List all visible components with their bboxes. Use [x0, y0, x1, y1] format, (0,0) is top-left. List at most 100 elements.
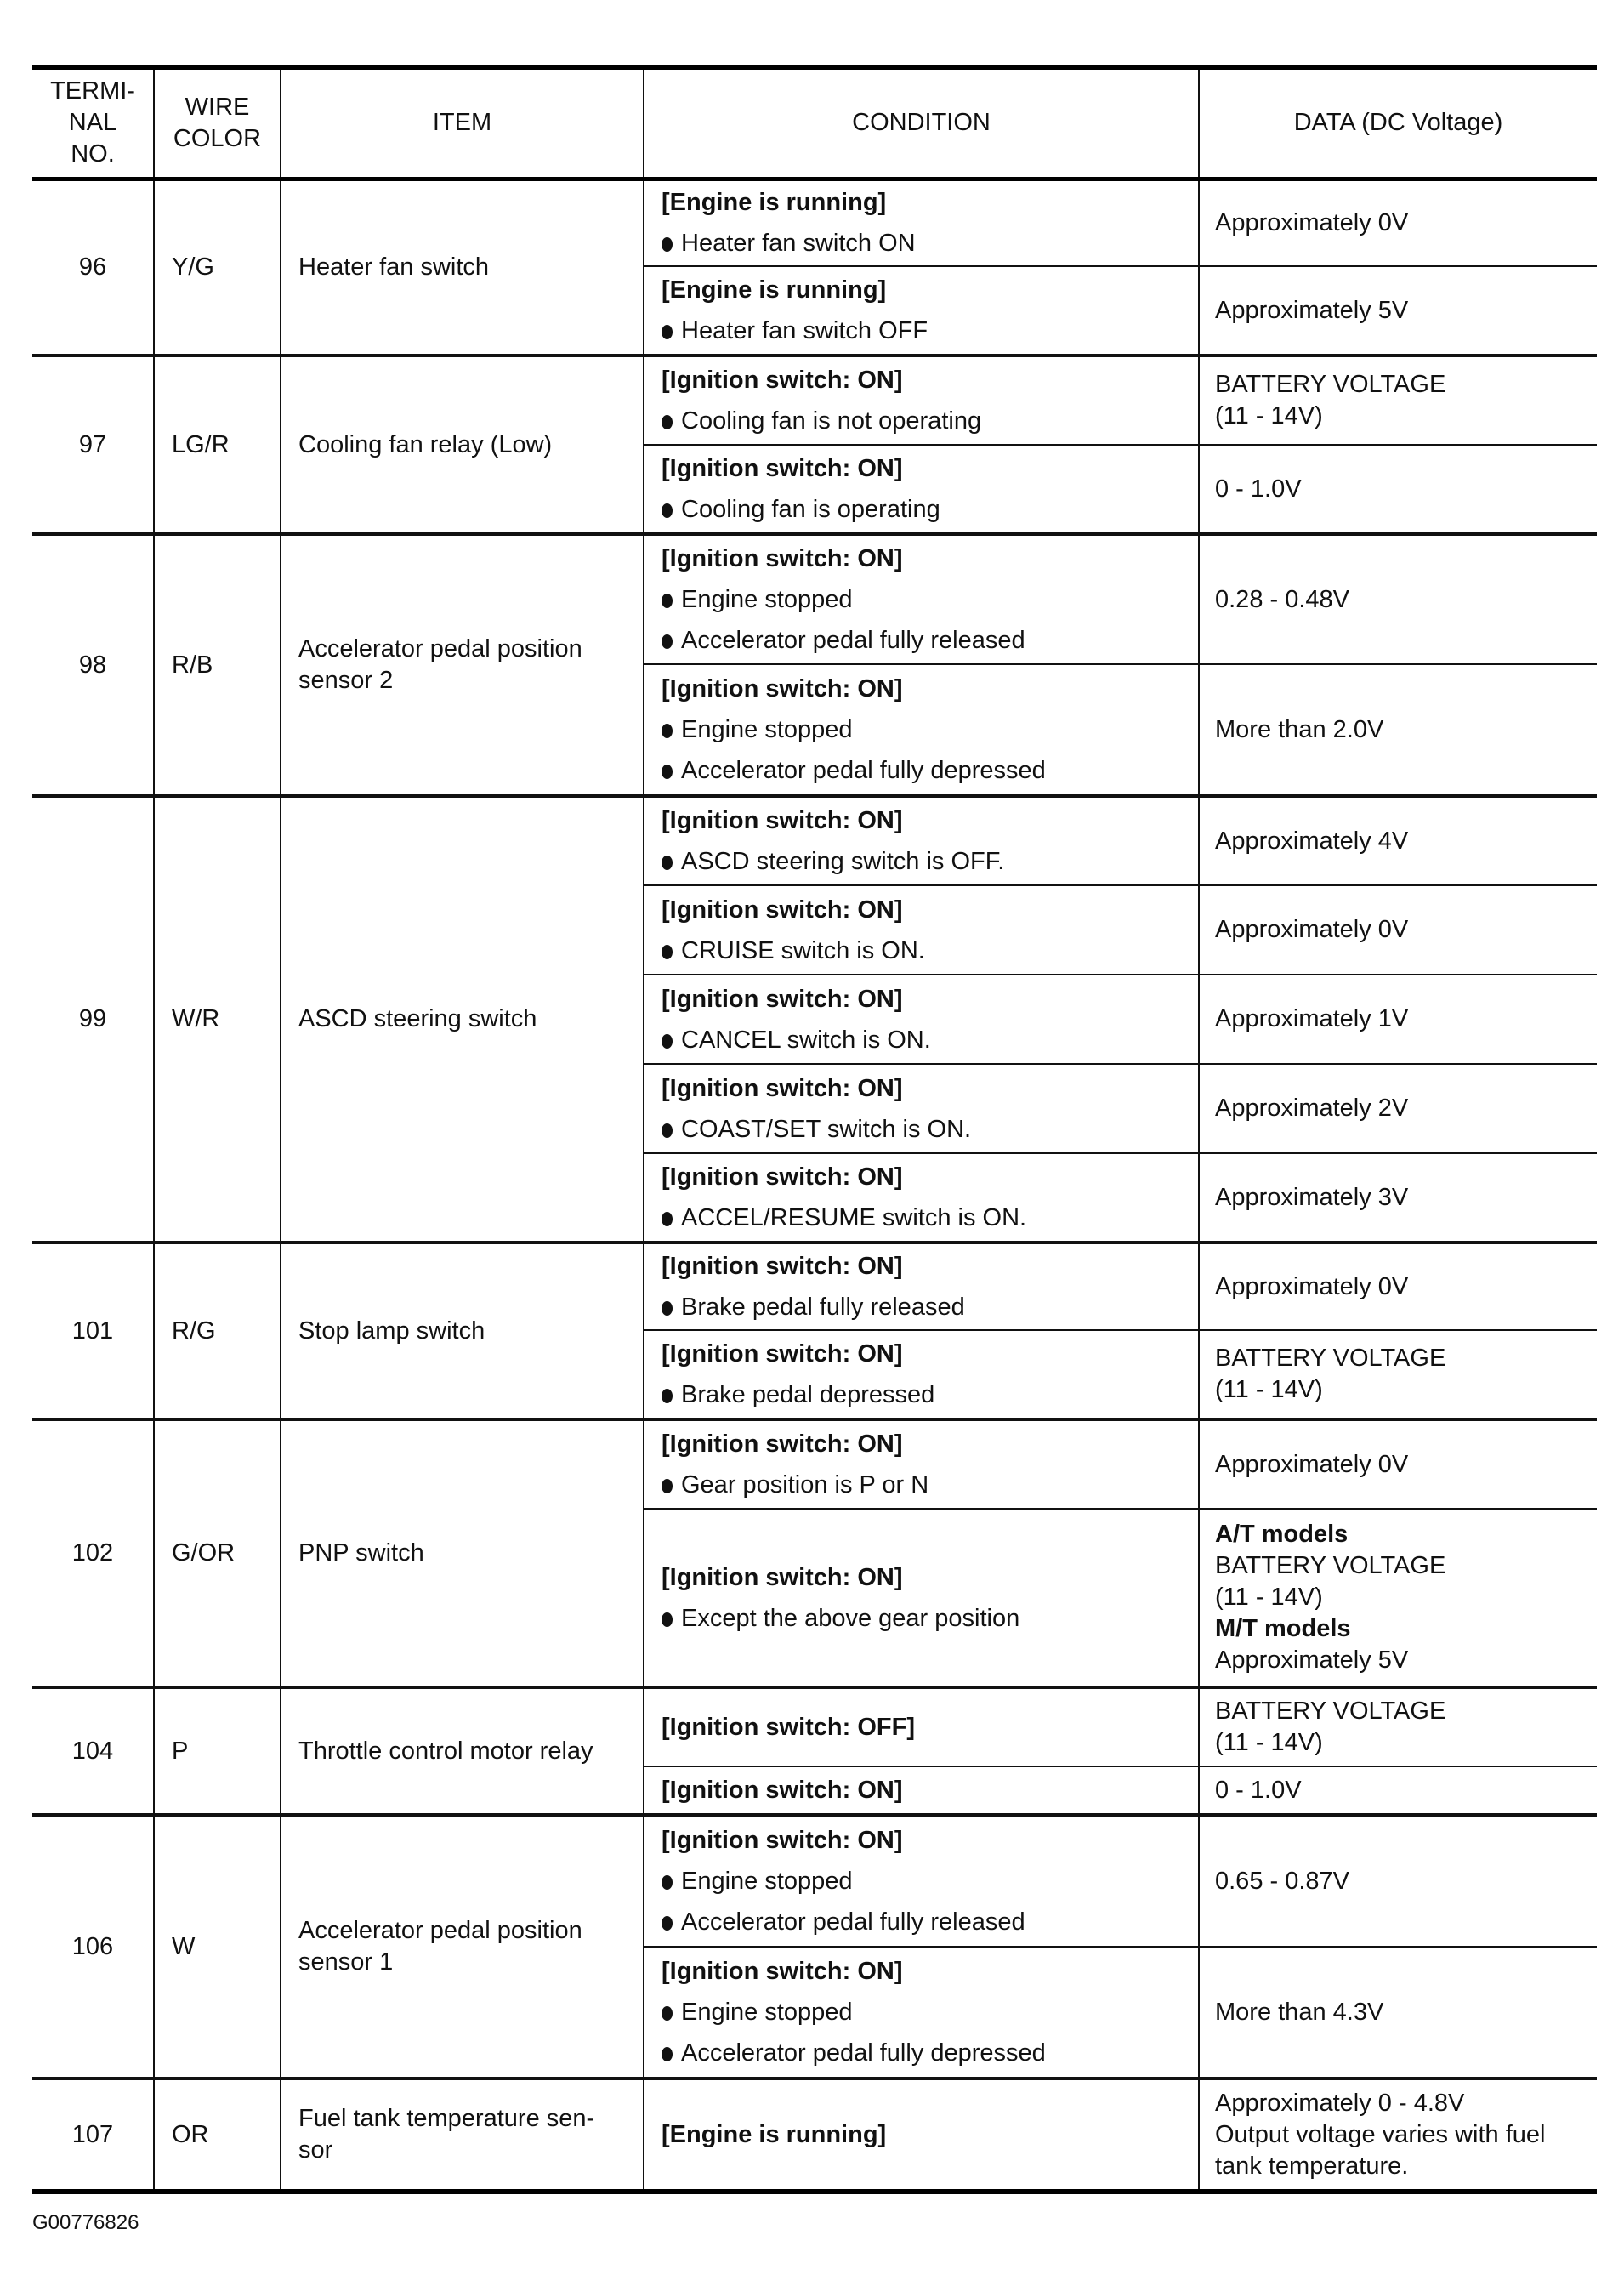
table-header-row: TERMI- NAL NO. WIRE COLOR ITEM CONDITION… [32, 67, 1597, 179]
item-cell: Cooling fan relay (Low) [280, 354, 644, 534]
table-row: [Ignition switch: ON] CANCEL switch is ON… [32, 974, 1597, 1064]
bullet-icon [662, 1612, 673, 1627]
condition-header: [Ignition switch: ON] [662, 367, 903, 394]
condition-bullet-item: ASCD steering switch is OFF. [662, 841, 1198, 882]
condition-bullet-item: Cooling fan is operating [662, 489, 1198, 530]
wire-color-cell: LG/R [153, 354, 281, 534]
bullet-icon [662, 1875, 673, 1890]
data-voltage-cell: Approximately 0V [1198, 1241, 1597, 1330]
condition-header: [Engine is running] [662, 276, 887, 304]
condition-cell: [Ignition switch: ON] CRUISE switch is ON… [643, 884, 1200, 975]
data-voltage-cell: More than 4.3V [1198, 1946, 1597, 2078]
wire-color-cell: OR [153, 2077, 281, 2194]
condition-bullet-item: Engine stopped [662, 579, 1198, 620]
data-voltage-cell: BATTERY VOLTAGE (11 - 14V) [1198, 1329, 1597, 1419]
terminal-number-cell: 107 [32, 2077, 155, 2194]
header-wire-line: WIRE [185, 93, 250, 121]
condition-bullet-text: Cooling fan is operating [681, 496, 940, 523]
data-text-line: 0.28 - 0.48V [1215, 585, 1349, 613]
header-wire-color: WIRE COLOR [153, 67, 281, 179]
item-cell: ASCD steering switch [280, 794, 644, 1243]
condition-bullet-text: CANCEL switch is ON. [681, 1026, 931, 1054]
condition-header: [Engine is running] [662, 2121, 887, 2148]
item-cell: Accelerator pedal position sensor 1 [280, 1813, 644, 2078]
condition-bullet-item: ACCEL/RESUME switch is ON. [662, 1197, 1198, 1238]
condition-header: [Engine is running] [662, 189, 887, 217]
bullet-icon [662, 856, 673, 870]
header-condition: CONDITION [643, 67, 1200, 179]
data-text-line: Approximately 0V [1215, 916, 1409, 943]
condition-bullet-item: Cooling fan is not operating [662, 401, 1198, 441]
item-text-line: sensor 2 [298, 667, 394, 694]
data-voltage-cell: Approximately 0 - 4.8V Output voltage va… [1198, 2077, 1597, 2194]
item-text-line: Fuel tank temperature sen- [298, 2105, 595, 2132]
data-text-line: Approximately 2V [1215, 1095, 1409, 1122]
item-text-line: Accelerator pedal position [298, 1917, 582, 1944]
data-text-line: 0 - 1.0V [1215, 475, 1302, 503]
condition-bullet-text: Heater fan switch OFF [681, 317, 928, 344]
table-row: 102 G/OR PNP switch [Ignition switch: ON] Ge… [32, 1418, 1597, 1687]
condition-bullet-item: Accelerator pedal fully depressed [662, 2033, 1198, 2073]
condition-bullet-item: Engine stopped [662, 709, 1198, 750]
data-text-line: BATTERY VOLTAGE [1215, 1697, 1446, 1725]
condition-header: [Ignition switch: ON] [662, 985, 903, 1013]
data-text-line: Approximately 0 - 4.8V [1215, 2089, 1465, 2117]
data-text-line: (11 - 14V) [1215, 402, 1323, 429]
condition-bullet-item: Brake pedal fully released [662, 1287, 1198, 1328]
condition-bullet-text: CRUISE switch is ON. [681, 936, 925, 964]
condition-cell: [Ignition switch: ON] Gear position is P … [643, 1418, 1200, 1509]
condition-bullet-text: Engine stopped [681, 586, 853, 613]
item-cell: Fuel tank temperature sen-sor [280, 2077, 644, 2194]
condition-header: [Ignition switch: ON] [662, 545, 903, 572]
table-row: [Ignition switch: ON] Engine stopped Accel… [32, 1946, 1597, 2078]
condition-cell: [Ignition switch: ON] Brake pedal fully r… [643, 1241, 1200, 1330]
condition-cell: [Engine is running] Heater fan switch OFF [643, 265, 1200, 355]
condition-bullet-item: Accelerator pedal fully released [662, 1902, 1198, 1942]
item-cell: Heater fan switch [280, 177, 644, 355]
wire-color-cell: G/OR [153, 1418, 281, 1687]
header-terminal-line: NAL [68, 109, 117, 137]
data-voltage-cell: 0.65 - 0.87V [1198, 1813, 1597, 1947]
item-text-line: Throttle control motor relay [298, 1737, 593, 1765]
data-text-line: Approximately 4V [1215, 827, 1409, 855]
condition-cell: [Ignition switch: ON] Cooling fan is not … [643, 354, 1200, 445]
terminal-data-table-container: TERMI- NAL NO. WIRE COLOR ITEM CONDITION… [32, 65, 1597, 2194]
condition-header: [Ignition switch: ON] [662, 1340, 903, 1368]
wire-color-cell: Y/G [153, 177, 281, 355]
condition-bullet-text: Accelerator pedal fully depressed [681, 757, 1046, 784]
table-body: 96 Y/G Heater fan switch [Engine is running… [32, 177, 1597, 2194]
data-text-line: 0.65 - 0.87V [1215, 1867, 1349, 1895]
bullet-icon [662, 944, 673, 959]
condition-cell: [Ignition switch: ON] Except the above ge… [643, 1508, 1200, 1687]
condition-header: [Ignition switch: ON] [662, 1430, 903, 1458]
condition-cell: [Ignition switch: ON] Cooling fan is oper… [643, 444, 1200, 534]
data-text-line: (11 - 14V) [1215, 1584, 1323, 1611]
condition-bullet-text: Accelerator pedal fully depressed [681, 2039, 1046, 2067]
data-voltage-cell: 0.28 - 0.48V [1198, 532, 1597, 664]
bullet-icon [662, 237, 673, 253]
data-text-line: Approximately 5V [1215, 1646, 1409, 1674]
data-voltage-cell: BATTERY VOLTAGE (11 - 14V) [1198, 354, 1597, 445]
condition-bullet-text: Cooling fan is not operating [681, 407, 982, 435]
terminal-number-cell: 104 [32, 1686, 155, 1815]
condition-bullet-text: ASCD steering switch is OFF. [681, 848, 1005, 875]
header-item: ITEM [280, 67, 644, 179]
table-row: [Ignition switch: ON] Brake pedal depress… [32, 1329, 1597, 1419]
condition-header: [Ignition switch: ON] [662, 1163, 903, 1191]
condition-bullet-text: Heater fan switch ON [681, 230, 916, 258]
condition-cell: [Ignition switch: ON] Engine stopped Accel… [643, 1813, 1200, 1947]
table-row: 107 OR Fuel tank temperature sen-sor [Engin… [32, 2077, 1597, 2194]
data-text-line: 0 - 1.0V [1215, 1776, 1302, 1804]
bullet-icon [662, 2047, 673, 2061]
item-text-line: Stop lamp switch [298, 1316, 485, 1345]
condition-header: [Ignition switch: ON] [662, 1777, 903, 1804]
figure-code: G00776826 [32, 2211, 139, 2234]
bullet-icon [662, 1479, 673, 1493]
condition-header: [Ignition switch: OFF] [662, 1714, 916, 1741]
table-row: 106 W Accelerator pedal position sensor 1 [I… [32, 1813, 1597, 2078]
bullet-icon [662, 765, 673, 779]
condition-bullet-item: Heater fan switch OFF [662, 310, 1198, 351]
bullet-icon [662, 594, 673, 608]
condition-header: [Ignition switch: ON] [662, 1563, 903, 1591]
data-text-line: BATTERY VOLTAGE [1215, 371, 1446, 398]
